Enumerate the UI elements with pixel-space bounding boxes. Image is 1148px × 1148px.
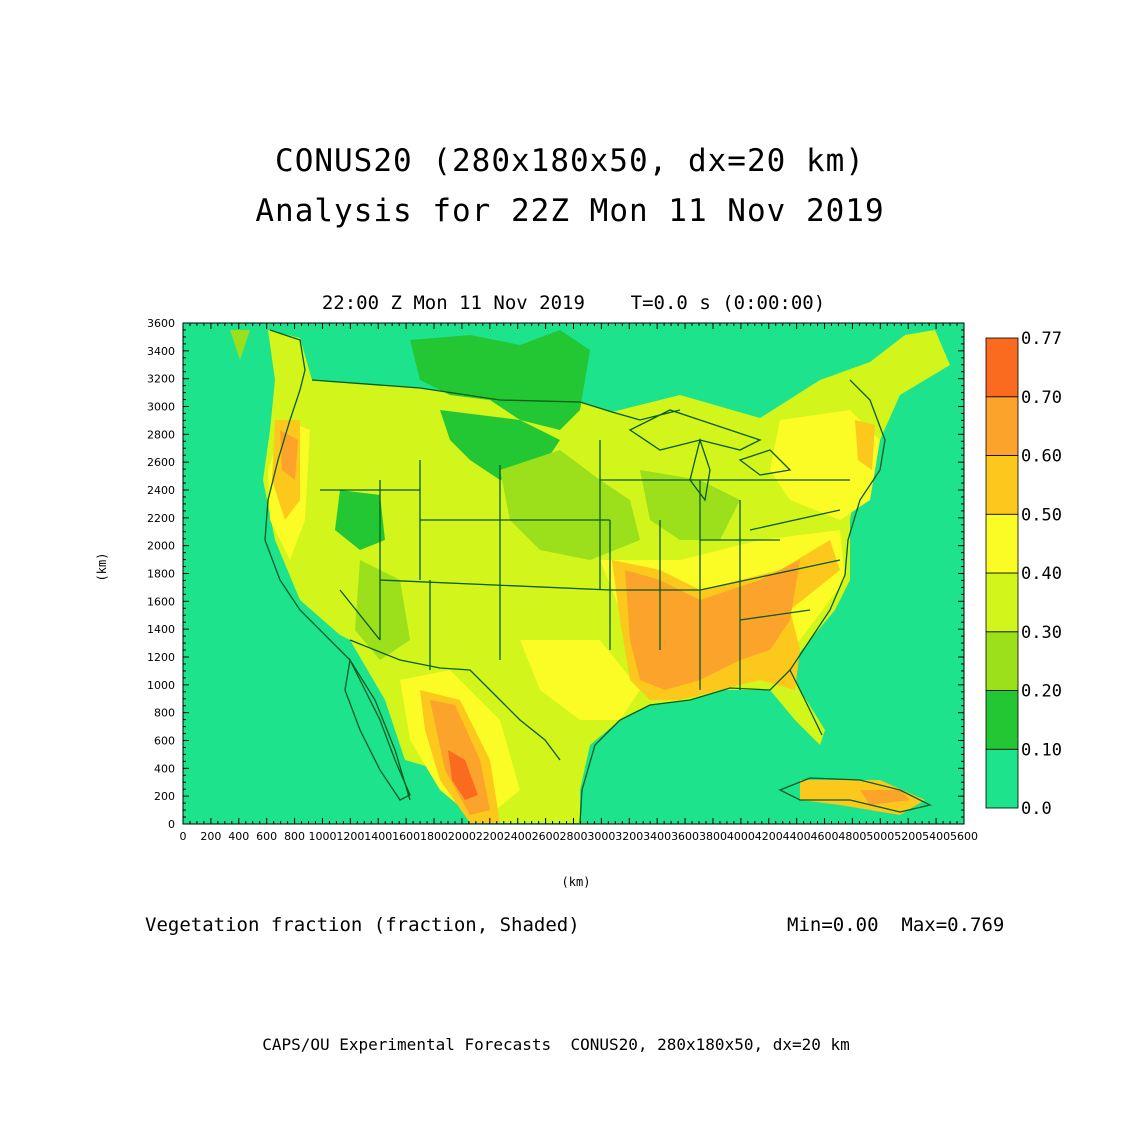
x-tick-label: 2200 [476,830,504,843]
x-tick-label: 5600 [950,830,978,843]
x-tick-label: 1000 [308,830,336,843]
colorbar-label: 0.40 [1021,564,1062,584]
x-tick-label: 1400 [364,830,392,843]
y-tick-label: 3400 [147,345,175,358]
x-axis: 0 200 400 600 800 1000 1200 1400 1600 1800 2000 220… [180,323,978,843]
coastline-west [264,329,411,801]
x-tick-label: 5400 [922,830,950,843]
x-tick-label: 1800 [420,830,448,843]
plot-title-line1: CONUS20 (280x180x50, dx=20 km) [275,143,865,179]
colorbar-swatch [985,748,1019,809]
colorbar-label: 0.0 [1021,799,1052,819]
y-tick-label: 800 [154,707,175,720]
veg-class-0.10 [410,330,590,430]
y-tick-label: 1400 [147,623,175,636]
variable-label: Vegetation fraction (fraction, Shaded) [145,914,580,936]
footer-text: CAPS/OU Experimental Forecasts CONUS20, … [262,1035,850,1054]
x-tick-label: 400 [228,830,249,843]
baja-peninsula [344,657,411,801]
x-tick-label: 4400 [783,830,811,843]
x-tick-label: 5000 [866,830,894,843]
colorbar-swatch [985,690,1019,750]
veg-class-0.70 [448,750,478,800]
y-tick-label: 3600 [147,317,175,330]
colorbar-swatch [985,337,1019,398]
x-axis-label: (km) [561,875,591,889]
y-tick-label: 200 [154,790,175,803]
colorbar-swatch [985,396,1019,456]
y-axis: 0 200 400 600 800 1000 1200 1400 1600 1800 2000 220… [147,317,964,831]
y-tick-label: 3200 [147,373,175,386]
x-tick-label: 3200 [615,830,643,843]
mexico-border [349,639,561,761]
boundaries [264,329,932,824]
x-tick-label: 0 [180,830,187,843]
colorbar-label: 0.30 [1021,623,1062,643]
veg-class-0.40 [770,410,880,520]
y-tick-label: 1800 [147,568,175,581]
x-tick-label: 3000 [587,830,615,843]
colorbar-swatch [985,513,1019,574]
min-max-label: Min=0.00 Max=0.769 [787,914,1005,936]
colorbar-label: 0.77 [1021,329,1062,349]
x-tick-label: 5200 [894,830,922,843]
cuba [778,777,932,813]
colorbar-label: 0.10 [1021,740,1062,760]
colorbar-label: 0.60 [1021,447,1062,467]
x-tick-label: 1200 [336,830,364,843]
colorbar-label: 0.70 [1021,388,1062,408]
x-tick-label: 4800 [838,830,866,843]
y-tick-label: 0 [168,818,175,831]
x-tick-label: 4600 [811,830,839,843]
y-tick-label: 3000 [147,401,175,414]
x-tick-label: 2800 [560,830,588,843]
y-tick-label: 600 [154,735,175,748]
y-tick-label: 2000 [147,540,175,553]
y-axis-label: (km) [95,552,109,582]
x-tick-label: 200 [200,830,221,843]
x-tick-label: 3600 [671,830,699,843]
great-lakes [628,409,762,451]
x-tick-label: 3800 [699,830,727,843]
state-lines [320,440,850,690]
veg-class-0.20 [500,450,640,560]
x-tick-label: 600 [256,830,277,843]
colorbar-label: 0.50 [1021,505,1062,525]
y-tick-label: 1200 [147,651,175,664]
plot-title-line2: Analysis for 22Z Mon 11 Nov 2019 [255,193,885,229]
y-tick-label: 1000 [147,679,175,692]
y-tick-label: 2800 [147,428,175,441]
y-tick-label: 2400 [147,484,175,497]
vegetation-shading [230,330,950,823]
y-tick-label: 400 [154,762,175,775]
east-coast [789,379,886,736]
x-tick-label: 4000 [727,830,755,843]
gulf-coast [579,669,791,824]
us-canada-border [311,379,681,421]
y-tick-label: 1600 [147,595,175,608]
x-tick-label: 4200 [755,830,783,843]
y-tick-label: 2200 [147,512,175,525]
x-tick-label: 2600 [532,830,560,843]
valid-time-subtitle: 22:00 Z Mon 11 Nov 2019 T=0.0 s (0:00:00… [321,292,826,314]
x-tick-label: 800 [284,830,305,843]
veg-class-0.60 [625,560,800,690]
colorbar-swatch [985,455,1019,515]
x-tick-label: 1600 [392,830,420,843]
colorbar: 0.0 0.10 0.20 0.30 0.40 0.50 0.60 0.70 0.77 [985,329,1062,819]
x-tick-label: 2000 [448,830,476,843]
colorbar-swatch [985,572,1019,633]
x-tick-label: 3400 [643,830,671,843]
colorbar-label: 0.20 [1021,682,1062,702]
x-tick-label: 2400 [504,830,532,843]
colorbar-swatch [985,631,1019,691]
y-tick-label: 2600 [147,456,175,469]
